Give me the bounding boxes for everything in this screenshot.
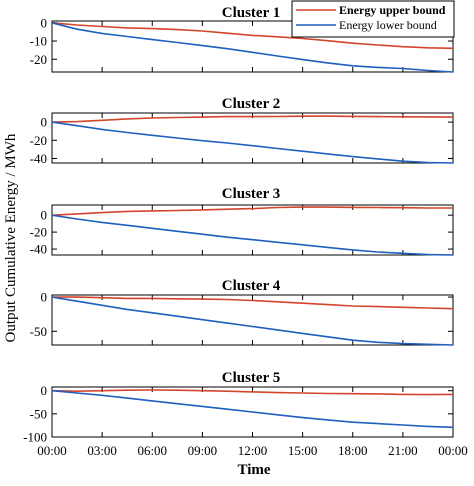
x-tick-label: 12:00 xyxy=(238,443,268,458)
y-tick-label: 0 xyxy=(41,115,48,130)
x-tick-label: 21:00 xyxy=(388,443,418,458)
panel-3: 0 -20 -40 Cluster 3 xyxy=(30,186,454,257)
series-line-upper xyxy=(51,115,454,123)
x-tick-label: 15:00 xyxy=(288,443,318,458)
x-axis-label: Time xyxy=(237,462,270,478)
x-tick-label: 00:00 xyxy=(438,443,468,458)
panel-frame xyxy=(51,294,454,346)
legend-label: Energy lower bound xyxy=(339,18,437,32)
y-tick-label: -40 xyxy=(30,242,47,257)
series-line-upper xyxy=(52,296,454,310)
legend-box xyxy=(291,0,455,38)
y-tick-label: 0 xyxy=(41,208,48,223)
panel-5: 0 -50 -100 Cluster 5 xyxy=(23,370,454,445)
y-axis-label: Output Cumulative Energy / MWh xyxy=(3,133,19,342)
x-tick-label: 09:00 xyxy=(188,443,218,458)
y-tick-label: 0 xyxy=(41,383,48,398)
panel-title: Cluster 1 xyxy=(222,5,280,21)
panel-title: Cluster 4 xyxy=(222,278,281,294)
x-tick-label: 00:00 xyxy=(37,443,67,458)
panel-title: Cluster 3 xyxy=(222,186,280,202)
y-tick-label: -20 xyxy=(30,52,47,67)
series-line-lower xyxy=(51,296,454,346)
y-tick-label: -100 xyxy=(23,430,47,445)
panels: 0 -10 -20 Cluster 1 0 -20 -40 Cluster 2 0 -20 -40 C… xyxy=(23,5,454,445)
y-tick-label: -40 xyxy=(30,151,47,166)
panel-2: 0 -20 -40 Cluster 2 xyxy=(30,96,454,166)
series-line-upper xyxy=(51,206,453,216)
x-axis-ticks: 00:00 03:00 06:00 09:00 12:00 15:00 18:00 21:00… xyxy=(37,443,468,458)
series-line-upper xyxy=(51,22,454,50)
x-tick-label: 18:00 xyxy=(338,443,368,458)
panel-1: 0 -10 -20 Cluster 1 xyxy=(30,5,454,73)
legend-label: Energy upper bound xyxy=(339,3,446,17)
series-line-lower xyxy=(51,214,454,256)
x-tick-label: 06:00 xyxy=(137,443,167,458)
series-line-lower xyxy=(51,121,454,164)
y-tick-label: -50 xyxy=(30,324,47,339)
series-line-upper xyxy=(51,389,454,396)
y-tick-label: 0 xyxy=(41,15,48,30)
y-tick-label: 0 xyxy=(41,290,48,305)
series-line-lower xyxy=(51,22,454,73)
panel-4: 0 -50 Cluster 4 xyxy=(30,278,454,346)
y-tick-label: -20 xyxy=(30,225,47,240)
x-tick-label: 03:00 xyxy=(87,443,117,458)
y-tick-label: -50 xyxy=(30,406,47,421)
panel-title: Cluster 5 xyxy=(222,370,280,386)
panel-title: Cluster 2 xyxy=(222,96,280,112)
series-line-lower xyxy=(51,389,454,429)
y-tick-label: -20 xyxy=(30,133,47,148)
y-tick-label: -10 xyxy=(30,34,47,49)
